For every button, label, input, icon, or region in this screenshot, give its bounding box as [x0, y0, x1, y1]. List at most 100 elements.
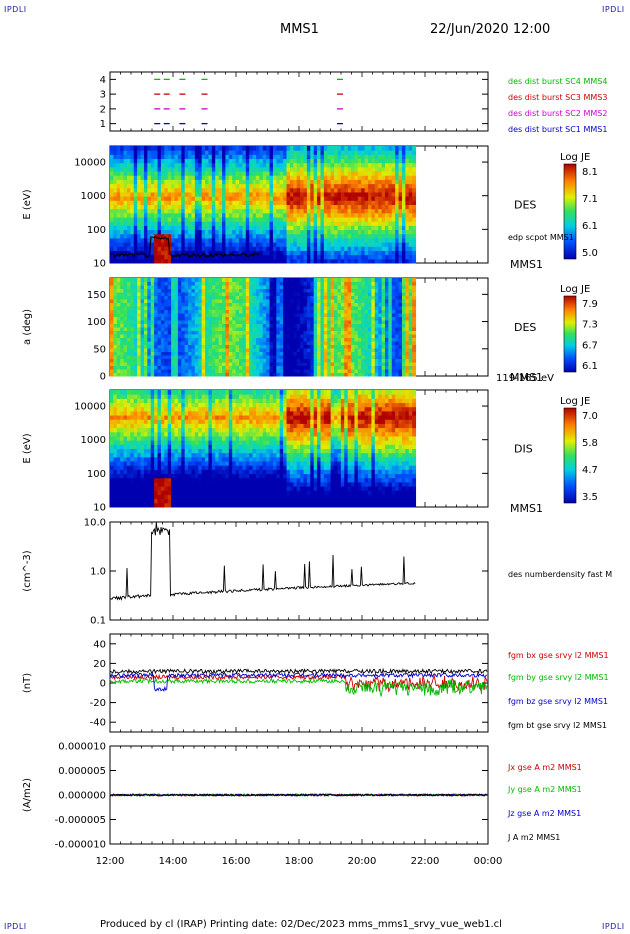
heatmap-cell — [130, 233, 135, 239]
heatmap-cell — [395, 233, 400, 239]
heatmap-cell — [351, 175, 355, 180]
heatmap-cell — [317, 302, 321, 307]
heatmap-cell — [323, 362, 328, 366]
heatmap-cell — [293, 237, 298, 243]
heatmap-cell — [317, 344, 321, 349]
heatmap-cell — [401, 221, 406, 226]
heatmap-cell — [150, 320, 155, 324]
heatmap-cell — [395, 229, 400, 235]
heatmap-cell — [181, 225, 186, 231]
heatmap-cell — [283, 355, 288, 359]
heatmap-cell — [245, 334, 250, 338]
heatmap-cell — [177, 337, 182, 342]
heatmap-cell — [303, 365, 308, 370]
heatmap-cell — [208, 348, 213, 352]
heatmap-cell — [235, 221, 240, 226]
heatmap-cell — [300, 200, 305, 205]
heatmap-cell — [218, 288, 223, 293]
heatmap-cell — [354, 187, 359, 193]
heatmap-cell — [317, 175, 321, 180]
heatmap-cell — [160, 288, 165, 293]
heatmap-cell — [184, 348, 189, 352]
heatmap-cell — [232, 146, 237, 151]
heatmap-cell — [167, 254, 172, 260]
heatmap-cell — [364, 355, 369, 359]
heatmap-cell — [289, 250, 294, 256]
heatmap-cell — [279, 242, 284, 247]
heatmap-cell — [181, 281, 186, 286]
heatmap-cell — [228, 150, 233, 155]
heatmap-cell — [123, 365, 128, 370]
heatmap-cell — [289, 320, 294, 324]
heatmap-cell — [120, 313, 125, 317]
heatmap-cell — [334, 362, 338, 366]
heatmap-cell — [208, 208, 213, 214]
heatmap-cell — [242, 246, 247, 251]
heatmap-cell — [232, 320, 237, 324]
heatmap-cell — [252, 316, 257, 321]
heatmap-cell — [249, 179, 254, 185]
heatmap-cell — [269, 278, 274, 282]
heatmap-cell — [340, 330, 345, 335]
heatmap-cell — [293, 225, 298, 231]
heatmap-cell — [164, 323, 169, 328]
heatmap-cell — [245, 183, 250, 189]
heatmap-cell — [272, 246, 277, 251]
heatmap-cell — [303, 229, 308, 235]
heatmap-cell — [164, 327, 169, 331]
heatmap-cell — [279, 154, 284, 160]
heatmap-cell — [344, 369, 349, 373]
heatmap-cell — [201, 217, 206, 222]
heatmap-cell — [143, 200, 148, 205]
heatmap-cell — [133, 158, 138, 164]
heatmap-cell — [384, 229, 389, 235]
heatmap-cell — [177, 313, 182, 317]
heatmap-cell — [228, 341, 233, 345]
heatmap-cell — [177, 330, 182, 335]
heatmap-cell — [266, 344, 271, 349]
heatmap-cell — [269, 327, 274, 331]
heatmap-cell — [164, 166, 169, 172]
heatmap-cell — [222, 200, 226, 205]
heatmap-cell — [293, 309, 298, 314]
heatmap-cell — [110, 212, 114, 218]
heatmap-cell — [347, 254, 352, 260]
heatmap-cell — [160, 237, 165, 243]
heatmap-cell — [371, 344, 376, 349]
heatmap-cell — [344, 175, 349, 180]
heatmap-cell — [113, 362, 118, 366]
heatmap-cell — [286, 246, 291, 251]
heatmap-cell — [313, 281, 318, 286]
heatmap-cell — [157, 237, 162, 243]
heatmap-cell — [198, 233, 203, 239]
heatmap-cell — [154, 281, 159, 286]
heatmap-cell — [249, 341, 254, 345]
heatmap-cell — [123, 242, 128, 247]
heatmap-cell — [147, 316, 152, 321]
heatmap-cell — [266, 278, 271, 282]
heatmap-cell — [140, 372, 145, 377]
heatmap-cell — [330, 323, 335, 328]
heatmap-cell — [225, 292, 230, 296]
heatmap-cell — [391, 183, 396, 189]
heatmap-cell — [330, 334, 335, 338]
heatmap-cell — [269, 281, 274, 286]
heatmap-cell — [225, 334, 230, 338]
heatmap-cell — [371, 179, 376, 185]
heatmap-cell — [259, 225, 264, 231]
heatmap-cell — [269, 212, 274, 218]
heatmap-cell — [351, 196, 355, 201]
heatmap-cell — [330, 281, 335, 286]
heatmap-cell — [330, 175, 335, 180]
heatmap-cell — [215, 351, 220, 356]
heatmap-cell — [340, 309, 345, 314]
heatmap-cell — [330, 171, 335, 176]
heatmap-cell — [337, 341, 342, 345]
heatmap-cell — [120, 212, 125, 218]
heatmap-cell — [303, 154, 308, 160]
heatmap-cell — [245, 171, 250, 176]
heatmap-cell — [198, 288, 203, 293]
heatmap-cell — [252, 292, 257, 296]
heatmap-cell — [126, 208, 131, 214]
heatmap-cell — [164, 288, 169, 293]
